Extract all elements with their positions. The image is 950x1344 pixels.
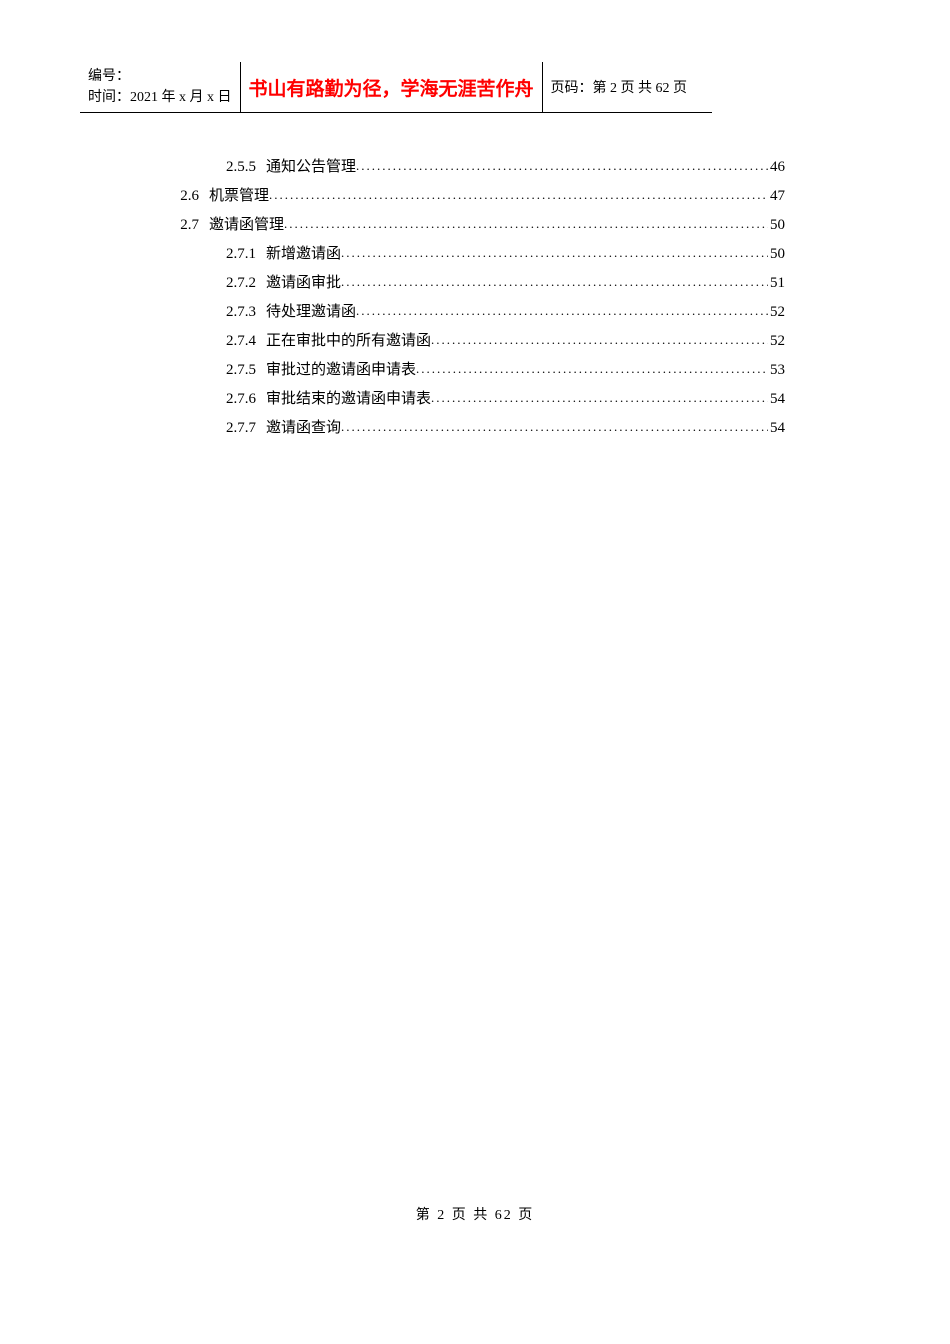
toc-entry: 2.6机票管理 47	[165, 184, 785, 205]
toc-entry-page: 46	[768, 159, 785, 176]
toc-leader-dots	[416, 361, 768, 377]
toc-entry-title: 邀请函审批	[260, 271, 341, 292]
document-header: 编号： 时间：2021 年 x 月 x 日 书山有路勤为径，学海无涯苦作舟 页码…	[80, 62, 712, 113]
toc-leader-dots	[431, 390, 768, 406]
header-left-cell: 编号： 时间：2021 年 x 月 x 日	[80, 62, 240, 113]
toc-entry-page: 54	[768, 391, 785, 408]
toc-entry-title: 通知公告管理	[260, 155, 356, 176]
toc-leader-dots	[356, 303, 768, 319]
toc-leader-dots	[356, 158, 768, 174]
toc-entry-title: 机票管理	[203, 184, 269, 205]
toc-entry: 2.7邀请函管理 50	[165, 213, 785, 234]
toc-entry-page: 53	[768, 362, 785, 379]
toc-entry-title: 正在审批中的所有邀请函	[260, 329, 431, 350]
toc-entry-number: 2.7	[165, 217, 203, 234]
toc-entry: 2.5.5通知公告管理 46	[165, 155, 785, 176]
toc-entry-number: 2.6	[165, 188, 203, 205]
toc-entry-title: 邀请函管理	[203, 213, 284, 234]
toc-entry: 2.7.2邀请函审批 51	[165, 271, 785, 292]
toc-entry-page: 50	[768, 246, 785, 263]
toc-entry-title: 审批结束的邀请函申请表	[260, 387, 431, 408]
toc-entry-page: 47	[768, 188, 785, 205]
toc-entry: 2.7.5审批过的邀请函申请表 53	[165, 358, 785, 379]
toc-entry-number: 2.7.6	[165, 391, 260, 408]
toc-entry-page: 51	[768, 275, 785, 292]
doc-id-label: 编号：	[88, 66, 232, 87]
toc-entry: 2.7.1新增邀请函 50	[165, 242, 785, 263]
toc-entry-number: 2.7.4	[165, 333, 260, 350]
toc-entry: 2.7.3待处理邀请函 52	[165, 300, 785, 321]
toc-entry: 2.7.4正在审批中的所有邀请函 52	[165, 329, 785, 350]
toc-entry-number: 2.7.7	[165, 420, 260, 437]
toc-entry: 2.7.6审批结束的邀请函申请表 54	[165, 387, 785, 408]
table-of-contents: 2.5.5通知公告管理462.6机票管理472.7邀请函管理502.7.1新增邀…	[165, 155, 785, 445]
page-footer: 第 2 页 共 62 页	[0, 1204, 950, 1224]
toc-leader-dots	[431, 332, 768, 348]
toc-entry-number: 2.7.3	[165, 304, 260, 321]
header-page-label: 页码：第 2 页 共 62 页	[542, 62, 712, 113]
toc-entry: 2.7.7邀请函查询 54	[165, 416, 785, 437]
doc-time-label: 时间：2021 年 x 月 x 日	[88, 87, 232, 108]
toc-leader-dots	[341, 419, 768, 435]
toc-entry-page: 52	[768, 304, 785, 321]
toc-entry-number: 2.7.1	[165, 246, 260, 263]
toc-entry-number: 2.5.5	[165, 159, 260, 176]
toc-entry-title: 邀请函查询	[260, 416, 341, 437]
toc-leader-dots	[341, 245, 768, 261]
toc-entry-page: 54	[768, 420, 785, 437]
toc-entry-title: 新增邀请函	[260, 242, 341, 263]
header-motto: 书山有路勤为径，学海无涯苦作舟	[240, 62, 542, 113]
toc-entry-number: 2.7.2	[165, 275, 260, 292]
toc-entry-number: 2.7.5	[165, 362, 260, 379]
toc-entry-page: 50	[768, 217, 785, 234]
toc-leader-dots	[269, 187, 768, 203]
toc-entry-title: 待处理邀请函	[260, 300, 356, 321]
toc-leader-dots	[284, 216, 768, 232]
toc-entry-title: 审批过的邀请函申请表	[260, 358, 416, 379]
toc-entry-page: 52	[768, 333, 785, 350]
toc-leader-dots	[341, 274, 768, 290]
